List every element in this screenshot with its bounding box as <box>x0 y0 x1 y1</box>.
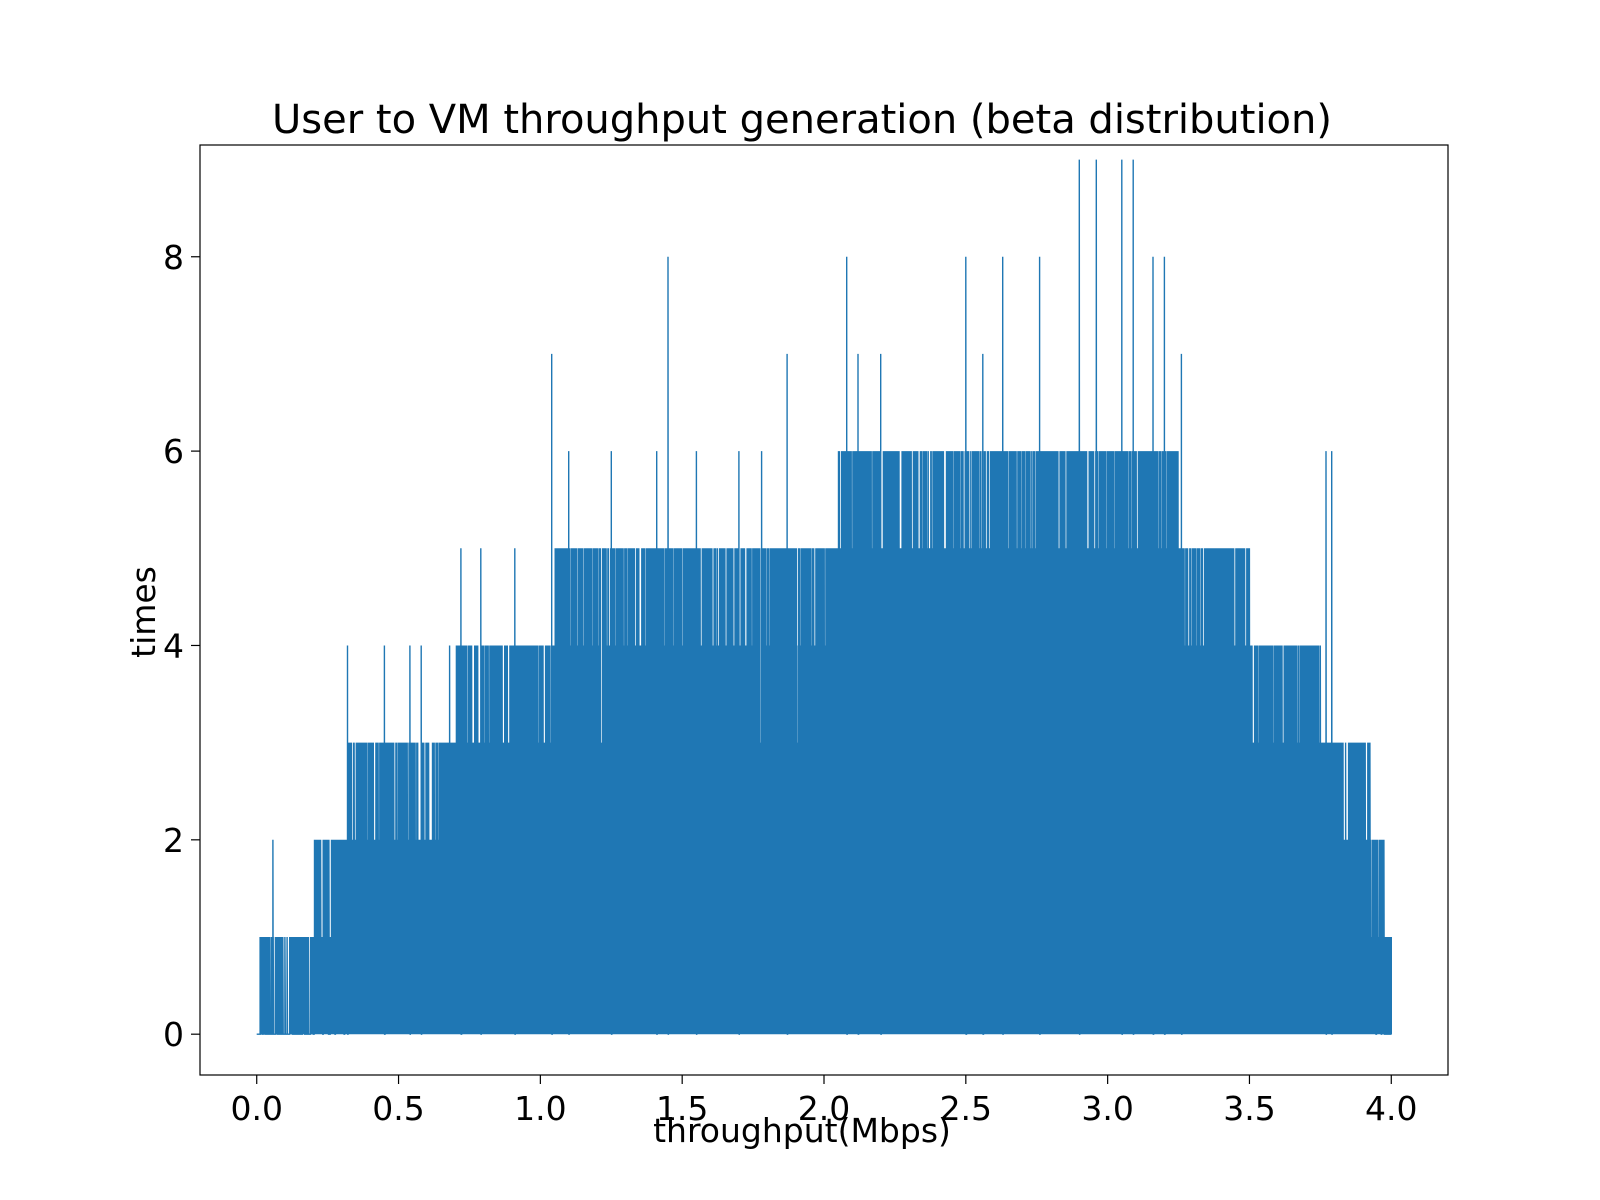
x-tick-label: 2.0 <box>798 1089 850 1128</box>
chart-title: User to VM throughput generation (beta d… <box>272 97 1332 143</box>
x-tick-label: 4.0 <box>1365 1089 1417 1128</box>
x-tick-label: 2.5 <box>940 1089 992 1128</box>
x-tick-label: 3.5 <box>1223 1089 1275 1128</box>
x-tick-label: 0.5 <box>372 1089 424 1128</box>
x-axis-label: throughput(Mbps) <box>653 1111 951 1150</box>
x-tick-label: 1.0 <box>514 1089 566 1128</box>
y-axis-label: times <box>124 566 163 658</box>
y-axis-ticks: 0 2 4 6 8 <box>163 238 200 1054</box>
x-tick-label: 1.5 <box>656 1089 708 1128</box>
y-tick-label: 4 <box>163 626 184 665</box>
y-tick-label: 8 <box>163 238 184 277</box>
plot-area <box>256 159 1392 1035</box>
y-tick-label: 6 <box>163 432 184 471</box>
series-line <box>256 159 1392 1035</box>
x-tick-label: 0.0 <box>230 1089 282 1128</box>
x-axis-ticks: 0.0 0.5 1.0 1.5 2.0 2.5 3.0 3.5 4.0 <box>230 1075 1418 1128</box>
y-tick-label: 0 <box>163 1015 184 1054</box>
y-tick-label: 2 <box>163 821 184 860</box>
x-tick-label: 3.0 <box>1081 1089 1133 1128</box>
